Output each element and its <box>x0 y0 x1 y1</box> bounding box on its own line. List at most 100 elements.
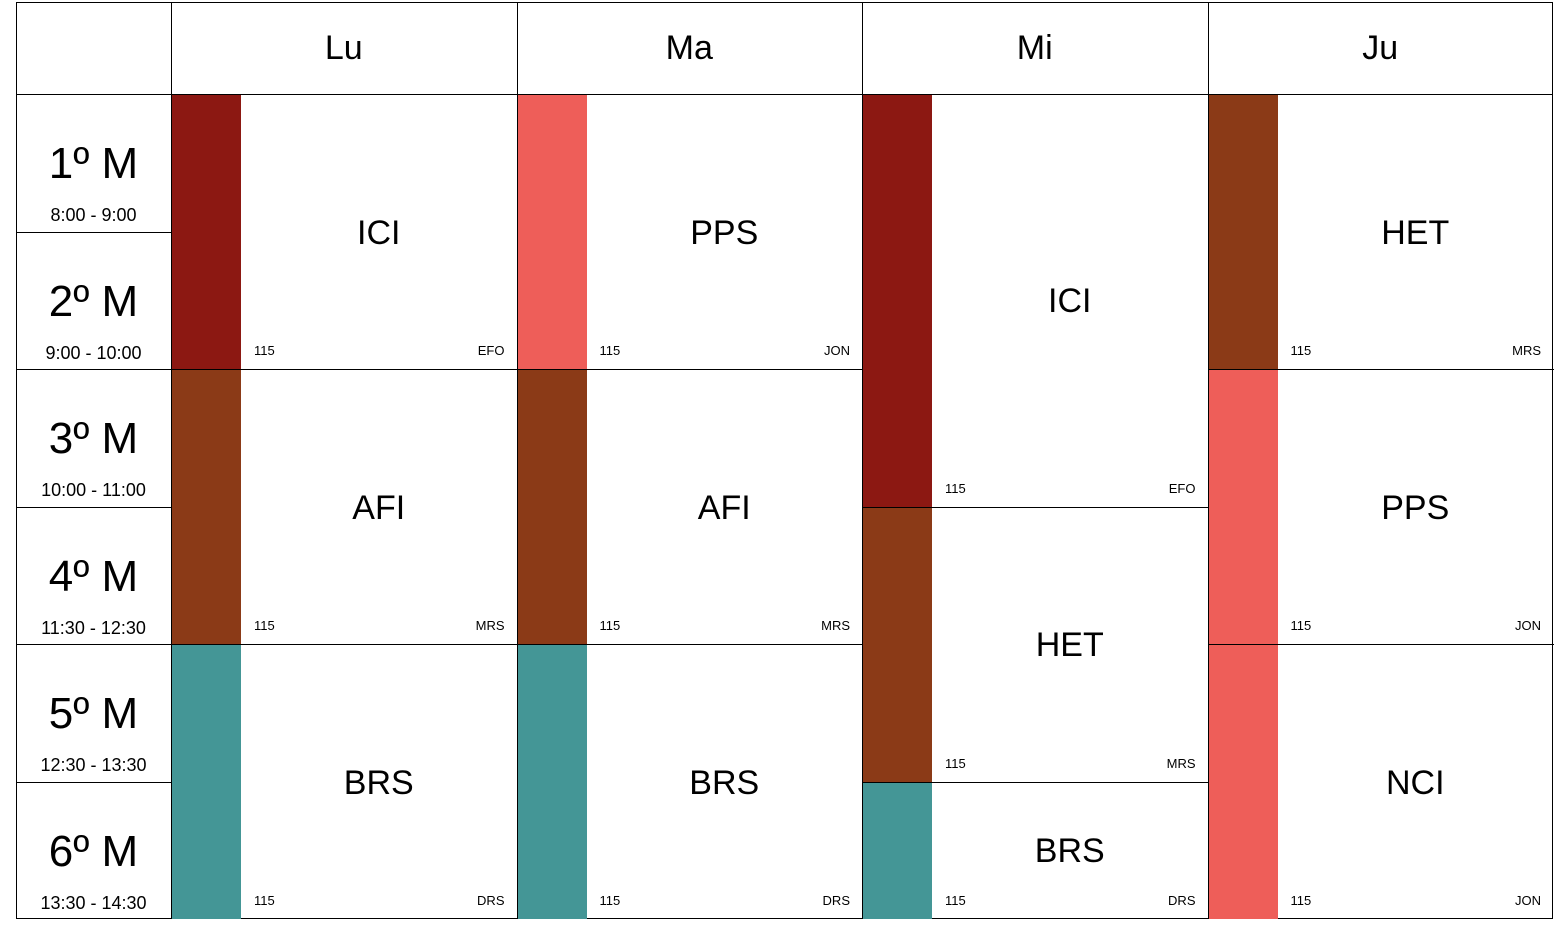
block-divider <box>171 644 517 645</box>
teacher-label: DRS <box>1168 893 1196 908</box>
subject-label: AFI <box>697 488 751 527</box>
teacher-label: MRS <box>821 618 850 633</box>
class-block[interactable]: PPS 115 JON <box>1208 370 1554 644</box>
slot-time: 9:00 - 10:00 <box>45 342 142 363</box>
subject-color-strip <box>863 507 932 782</box>
block-divider <box>171 369 517 370</box>
slot-number: 6º M <box>48 826 139 876</box>
header-divider <box>16 94 1553 95</box>
column-divider <box>171 2 172 919</box>
slot-label-cell: 6º M 13:30 - 14:30 <box>16 782 171 920</box>
slot-label-cell: 4º M 11:30 - 12:30 <box>16 507 171 645</box>
subject-color-strip <box>863 95 932 507</box>
class-block[interactable]: BRS 115 DRS <box>517 645 863 919</box>
block-divider <box>862 782 1208 783</box>
day-header: Ma <box>665 28 713 67</box>
subject-color-strip <box>863 782 932 919</box>
subject-color-strip <box>1208 95 1278 369</box>
slot-time: 13:30 - 14:30 <box>40 892 147 913</box>
class-block[interactable]: HET 115 MRS <box>863 507 1208 782</box>
block-divider <box>1208 369 1554 370</box>
slot-number: 3º M <box>48 414 139 463</box>
block-divider <box>517 369 863 370</box>
slot-label-cell: 5º M 12:30 - 13:30 <box>16 644 171 782</box>
teacher-label: DRS <box>477 893 505 908</box>
room-label: 115 <box>599 343 621 358</box>
subject-color-strip <box>172 95 241 369</box>
subject-label: BRS <box>343 763 414 802</box>
class-block[interactable]: ICI 115 EFO <box>172 95 517 369</box>
class-block[interactable]: HET 115 MRS <box>1208 95 1554 369</box>
class-block[interactable]: NCI 115 JON <box>1208 645 1554 919</box>
class-block[interactable]: ICI 115 EFO <box>863 95 1208 507</box>
room-label: 115 <box>254 618 275 633</box>
subject-label: HET <box>1035 626 1104 664</box>
class-block[interactable]: AFI 115 MRS <box>172 370 517 644</box>
room-label: 115 <box>599 893 621 908</box>
teacher-label: EFO <box>477 343 505 358</box>
subject-label: NCI <box>1385 763 1445 802</box>
subject-color-strip <box>517 645 587 919</box>
subject-label: PPS <box>1381 488 1450 527</box>
room-label: 115 <box>945 755 966 771</box>
day-header: Lu <box>324 28 363 67</box>
slot-divider <box>16 232 171 233</box>
subject-label: ICI <box>357 213 401 252</box>
slot-number: 5º M <box>48 689 139 738</box>
slot-divider <box>16 782 171 783</box>
subject-color-strip <box>517 370 587 644</box>
table-frame <box>16 2 1553 919</box>
class-block[interactable]: BRS 115 DRS <box>863 782 1208 919</box>
subject-label: BRS <box>1034 832 1105 871</box>
column-divider <box>862 2 863 919</box>
subject-color-strip <box>172 645 241 919</box>
slot-number: 1º M <box>48 139 139 188</box>
subject-color-strip <box>1208 645 1278 919</box>
block-divider <box>517 644 863 645</box>
room-label: 115 <box>1290 343 1312 358</box>
subject-label: BRS <box>689 763 760 802</box>
subject-color-strip <box>1208 370 1278 644</box>
slot-number: 2º M <box>48 276 139 326</box>
teacher-label: JON <box>1515 893 1541 908</box>
teacher-label: MRS <box>475 618 505 633</box>
block-divider <box>1208 644 1554 645</box>
slot-label-cell: 2º M 9:00 - 10:00 <box>16 232 171 370</box>
slot-divider <box>16 644 171 645</box>
subject-label: ICI <box>1048 282 1092 321</box>
room-label: 115 <box>1290 618 1312 633</box>
room-label: 115 <box>254 343 275 358</box>
teacher-label: JON <box>1515 618 1541 633</box>
subject-color-strip <box>172 370 241 644</box>
day-header: Ju <box>1362 28 1399 67</box>
slot-time: 8:00 - 9:00 <box>50 205 137 225</box>
class-block[interactable]: BRS 115 DRS <box>172 645 517 919</box>
slot-label-cell: 1º M 8:00 - 9:00 <box>16 94 171 232</box>
class-block[interactable]: AFI 115 MRS <box>517 370 863 644</box>
subject-color-strip <box>517 95 587 369</box>
class-block[interactable]: PPS 115 JON <box>517 95 863 369</box>
subject-label: PPS <box>690 213 759 252</box>
subject-label: HET <box>1381 213 1450 252</box>
slot-time: 10:00 - 11:00 <box>41 480 146 500</box>
room-label: 115 <box>1290 893 1312 908</box>
teacher-label: MRS <box>1512 343 1541 358</box>
block-divider <box>862 507 1208 508</box>
slot-divider <box>16 507 171 508</box>
room-label: 115 <box>945 480 966 496</box>
day-header: Mi <box>1016 28 1053 67</box>
room-label: 115 <box>254 893 275 908</box>
teacher-label: EFO <box>1168 480 1196 496</box>
room-label: 115 <box>599 618 621 633</box>
slot-label-cell: 3º M 10:00 - 11:00 <box>16 369 171 507</box>
subject-label: AFI <box>352 488 406 527</box>
corner-cell <box>16 2 171 94</box>
room-label: 115 <box>945 893 966 908</box>
slot-time: 12:30 - 13:30 <box>40 755 147 775</box>
slot-divider <box>16 369 171 370</box>
teacher-label: MRS <box>1166 755 1196 771</box>
teacher-label: DRS <box>822 893 850 908</box>
teacher-label: JON <box>824 343 850 358</box>
slot-time: 11:30 - 12:30 <box>41 617 146 638</box>
